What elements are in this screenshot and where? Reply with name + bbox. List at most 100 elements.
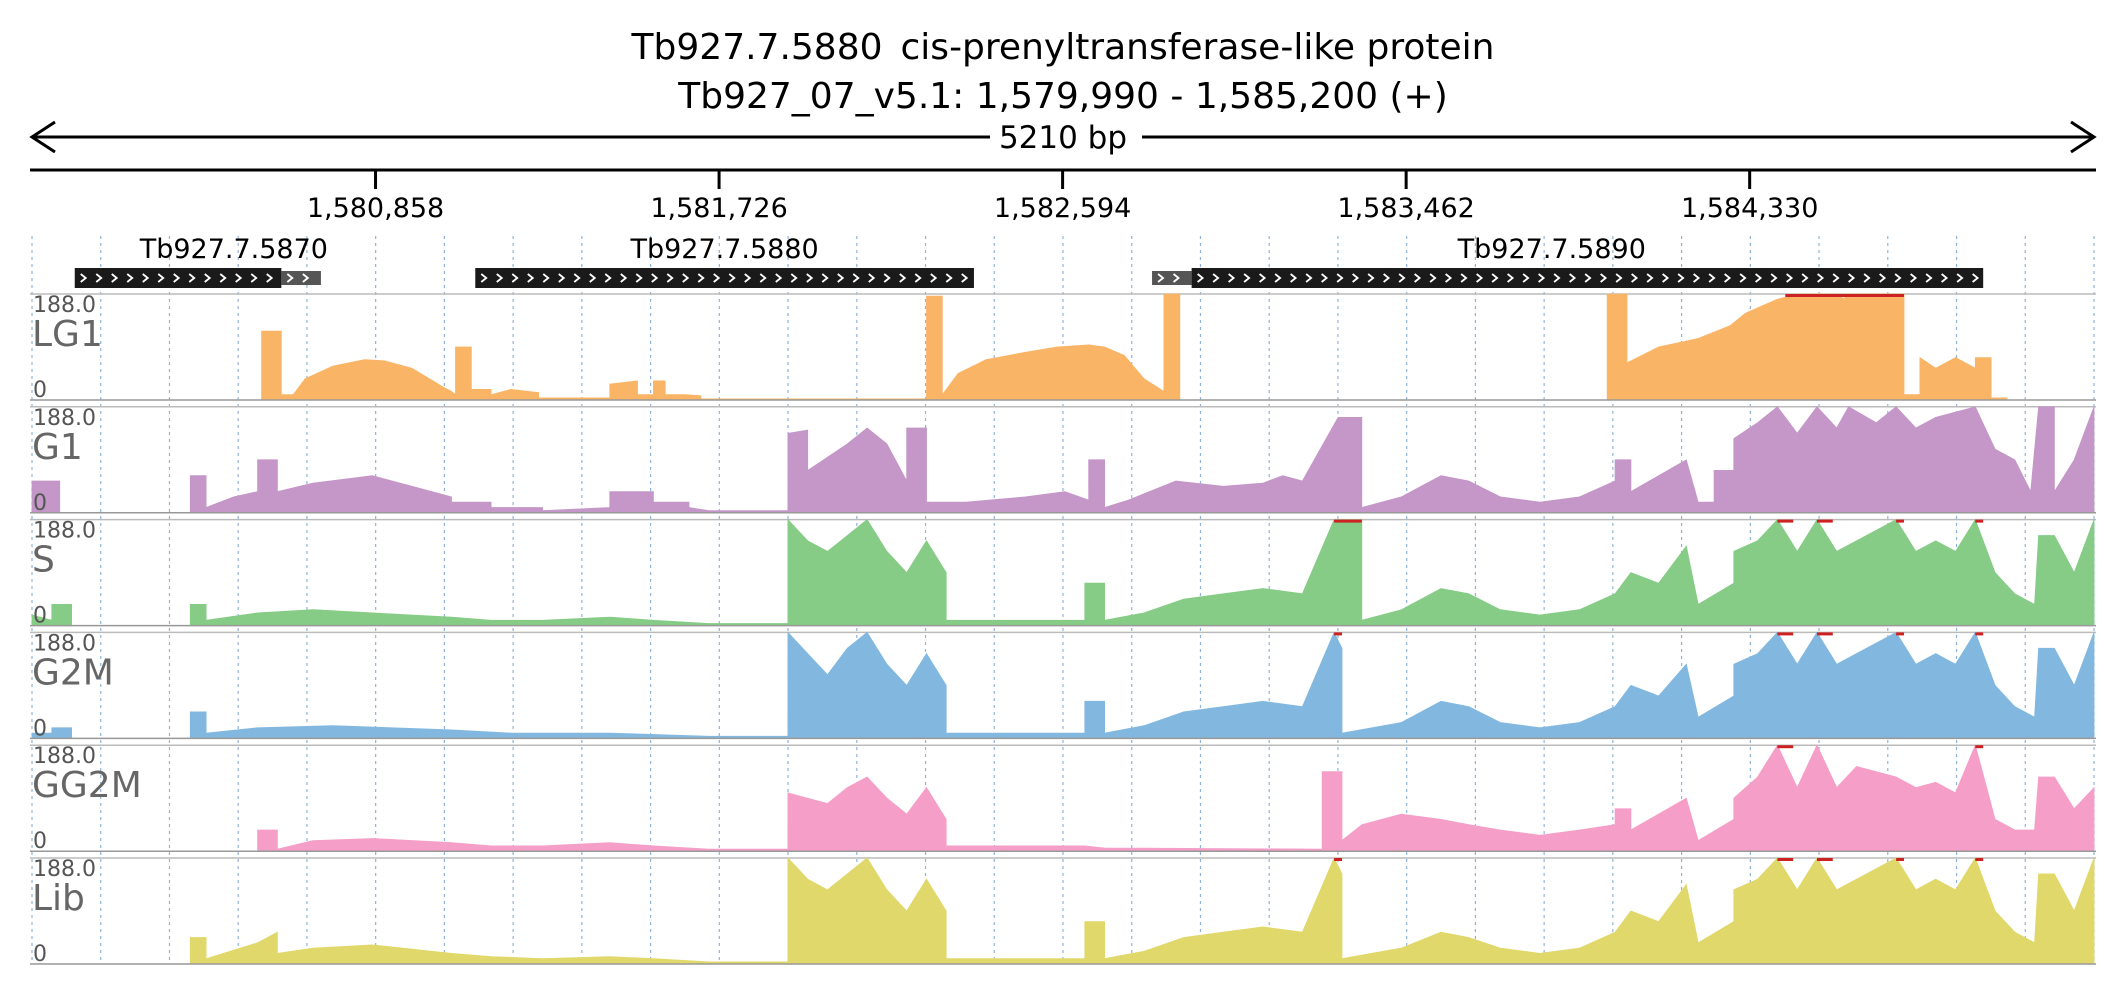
strand-chevron: [1352, 273, 1360, 283]
strand-chevron: [1755, 273, 1763, 283]
scale-min-label: 0: [33, 604, 47, 629]
strand-chevron: [1414, 273, 1422, 283]
track-name-label: LG1: [32, 314, 103, 355]
strand-chevron: [250, 273, 258, 283]
strand-chevron: [651, 273, 659, 283]
axis-tick-label: 1,583,462: [1337, 193, 1474, 224]
strand-chevron: [188, 273, 196, 283]
strand-chevron: [1693, 273, 1701, 283]
strand-chevron: [204, 273, 212, 283]
scale-min-label: 0: [33, 942, 47, 967]
track-name-label: G2M: [32, 652, 114, 693]
scale-max-label: 188.0: [33, 406, 96, 431]
gene-Tb927-7-5870[interactable]: Tb927.7.5870: [74, 234, 328, 288]
scale-max-label: 188.0: [33, 293, 96, 318]
strand-chevron: [1863, 273, 1871, 283]
strand-chevron: [666, 273, 674, 283]
strand-chevron: [1832, 273, 1840, 283]
genomic-location: Tb927_07_v5.1: 1,579,990 - 1,585,200 (+): [677, 76, 1448, 117]
strand-chevron: [1290, 273, 1298, 283]
strand-chevron: [1631, 273, 1639, 283]
track-g1: 188.0G1 0: [30, 406, 2096, 516]
strand-chevron: [1553, 273, 1561, 283]
strand-chevron: [1460, 273, 1468, 283]
strand-chevron: [1662, 273, 1670, 283]
strand-chevron: [80, 273, 88, 283]
strand-chevron: [1367, 273, 1375, 283]
strand-chevron: [126, 273, 134, 283]
span-arrow: 5210 bp: [29, 120, 2097, 156]
strand-chevron: [1708, 273, 1716, 283]
axis-tick-label: 1,582,594: [994, 193, 1131, 224]
coverage-area: [31, 406, 2095, 514]
gene-label: Tb927.7.5890: [1457, 234, 1646, 265]
scale-min-label: 0: [33, 716, 47, 741]
strand-chevron: [142, 273, 150, 283]
strand-chevron: [1972, 273, 1980, 283]
track-name-label: S: [32, 540, 55, 581]
strand-chevron: [759, 273, 767, 283]
coverage-tracks: 188.0LG10188.0G10188.0S0188.0G2M0188.0GG…: [30, 293, 2096, 967]
strand-chevron: [899, 273, 907, 283]
scale-max-label: 188.0: [33, 631, 96, 656]
strand-chevron: [496, 273, 504, 283]
clipped-marker: [1785, 294, 1905, 297]
axis-tick-label: 1,584,330: [1681, 193, 1818, 224]
strand-chevron: [480, 273, 488, 283]
strand-chevron: [1879, 273, 1887, 283]
strand-chevron: [266, 273, 274, 283]
strand-chevron: [1584, 273, 1592, 283]
clipped-marker: [1777, 745, 1794, 749]
strand-chevron: [713, 273, 721, 283]
scale-min-label: 0: [33, 378, 47, 403]
strand-chevron: [173, 273, 181, 283]
strand-chevron: [1321, 273, 1329, 283]
strand-chevron: [1259, 273, 1267, 283]
strand-chevron: [111, 273, 119, 283]
strand-chevron: [1157, 273, 1165, 283]
strand-chevron: [542, 273, 550, 283]
scale-min-label: 0: [33, 829, 47, 854]
strand-chevron: [1848, 273, 1856, 283]
strand-chevron: [852, 273, 860, 283]
clipped-marker: [1896, 858, 1905, 861]
strand-chevron: [1228, 273, 1236, 283]
strand-chevron: [1925, 273, 1933, 283]
strand-chevron: [1739, 273, 1747, 283]
strand-chevron: [806, 273, 814, 283]
strand-chevron: [1445, 273, 1453, 283]
strand-chevron: [1274, 273, 1282, 283]
gene-Tb927-7-5890[interactable]: Tb927.7.5890: [1152, 234, 1984, 288]
coverage-area: [32, 743, 2095, 852]
strand-chevron: [1197, 273, 1205, 283]
utr-5prime: [1152, 271, 1192, 285]
clipped-marker: [1777, 632, 1794, 636]
strand-chevron: [1941, 273, 1949, 283]
cds-block: [475, 268, 974, 288]
strand-chevron: [1476, 273, 1484, 283]
strand-chevron: [697, 273, 705, 283]
clipped-marker: [1975, 632, 1984, 636]
strand-chevron: [573, 273, 581, 283]
track-name-label: GG2M: [32, 765, 142, 806]
clipped-marker: [1975, 745, 1984, 749]
strand-chevron: [1212, 273, 1220, 283]
strand-chevron: [930, 273, 938, 283]
track-name-label: Lib: [32, 878, 85, 919]
strand-chevron: [728, 273, 736, 283]
clipped-marker: [1816, 858, 1833, 861]
strand-chevron: [1600, 273, 1608, 283]
coverage-area: [261, 293, 2008, 401]
strand-chevron: [1336, 273, 1344, 283]
scale-max-label: 188.0: [33, 744, 96, 769]
clipped-marker: [1896, 519, 1905, 523]
clipped-marker: [1334, 632, 1343, 636]
strand-chevron: [1786, 273, 1794, 283]
strand-chevron: [527, 273, 535, 283]
gene-Tb927-7-5880[interactable]: Tb927.7.5880: [475, 234, 974, 288]
clipped-marker: [1816, 519, 1833, 523]
gene-description: cis-prenyltransferase-like protein: [901, 27, 1495, 68]
